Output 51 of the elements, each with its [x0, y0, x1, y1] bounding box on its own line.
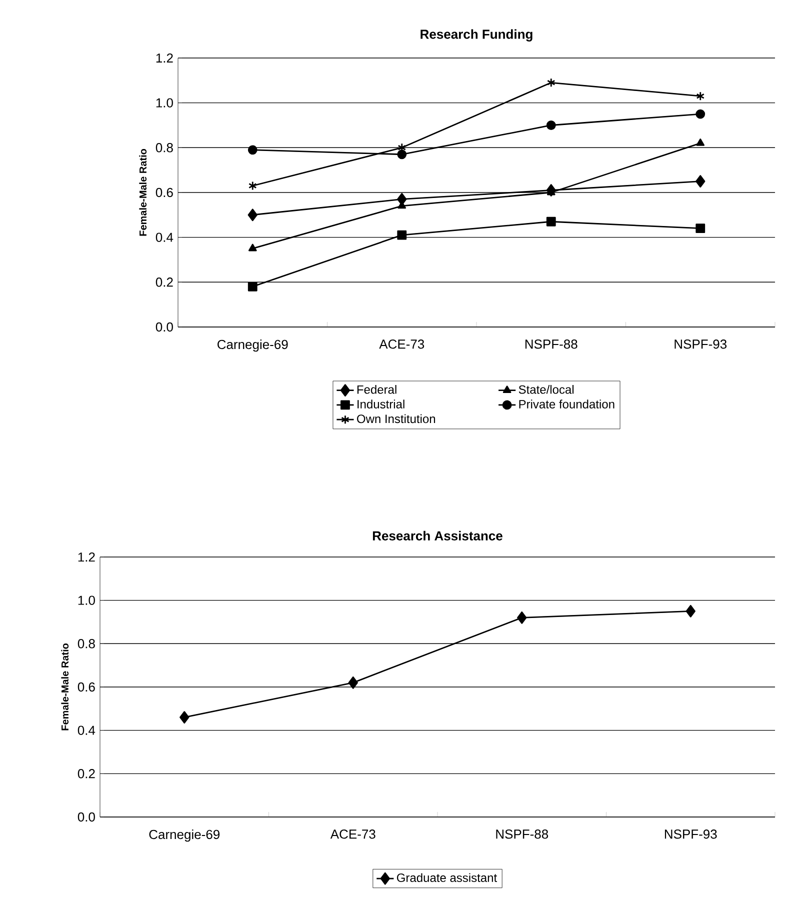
point: [248, 244, 257, 252]
point: [248, 208, 258, 222]
point: [397, 150, 407, 160]
x-tick-label: Carnegie-69: [149, 830, 220, 842]
point: [546, 78, 556, 88]
legend-label: Private foundation: [519, 400, 614, 408]
x-tick-label: NSPF-88: [496, 830, 548, 839]
legend-label: Industrial: [358, 400, 404, 408]
point: [696, 224, 706, 234]
y-tick-label: 0.0: [156, 322, 173, 332]
x-tick-label: Carnegie-69: [218, 340, 288, 352]
point: [517, 611, 527, 624]
point: [397, 230, 407, 240]
y-tick-label: 1.2: [78, 552, 95, 562]
legend-label: Federal: [357, 385, 396, 394]
y-tick-label: 0.8: [156, 143, 173, 152]
y-tick-label: 0.2: [156, 278, 173, 287]
point: [696, 91, 705, 101]
y-axis-title: Female-Male Ratio: [61, 643, 69, 730]
chart-title: Research Funding: [420, 29, 532, 42]
legend-label: Own Institution: [357, 414, 436, 424]
point: [180, 711, 190, 724]
y-tick-label: 0.6: [78, 682, 95, 692]
point: [248, 282, 258, 292]
x-tick-label: ACE-73: [330, 830, 376, 839]
y-tick-label: 0.8: [78, 639, 95, 648]
y-tick-label: 0.2: [78, 769, 95, 778]
point: [248, 145, 258, 155]
point: [696, 109, 706, 119]
y-tick-label: 0.4: [156, 232, 174, 242]
y-axis-title: Female-Male Ratio: [139, 148, 147, 236]
legend-label: Graduate assistant: [396, 873, 497, 882]
point: [696, 138, 705, 146]
x-tick-label: ACE-73: [379, 340, 424, 349]
legend-label: State/local: [518, 385, 574, 394]
point: [546, 120, 556, 130]
x-tick-label: NSPF-93: [674, 340, 727, 349]
y-tick-label: 1.2: [156, 53, 173, 63]
chart-title: Research Assistance: [372, 530, 502, 540]
point: [248, 181, 257, 190]
point: [686, 604, 696, 618]
y-tick-label: 0.4: [78, 726, 96, 735]
point: [546, 216, 556, 226]
point: [696, 175, 706, 188]
point: [348, 676, 358, 689]
x-tick-label: NSPF-88: [525, 340, 578, 349]
y-tick-label: 1.0: [78, 596, 95, 605]
y-tick-label: 0.6: [156, 188, 173, 198]
y-tick-label: 1.0: [156, 98, 173, 108]
y-tick-label: 0.0: [78, 812, 95, 822]
x-tick-label: NSPF-93: [664, 830, 717, 839]
